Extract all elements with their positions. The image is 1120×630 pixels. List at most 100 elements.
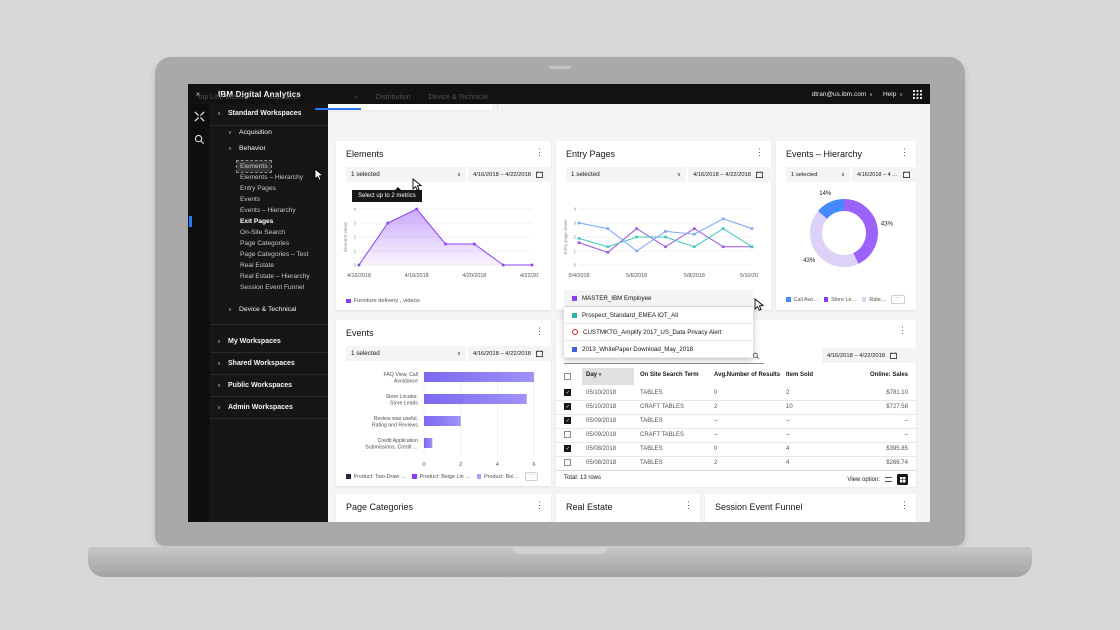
card-elements: Elements ⋮ 1 selected ∨ 4/16/2018 – 4/22/… xyxy=(336,141,566,310)
sidebar-item-session-event-funnel[interactable]: Session Event Funnel xyxy=(240,284,305,291)
date-range-picker[interactable]: 4/16/2018 – 4/22/2018 xyxy=(468,346,566,361)
chevron-up-icon[interactable]: ∧ xyxy=(228,146,233,152)
segment-option[interactable]: Prospect_Standard_EMEA IOT_All xyxy=(564,307,753,324)
chevron-up-icon[interactable]: ∧ xyxy=(217,111,222,117)
row-checkbox[interactable] xyxy=(564,417,571,424)
chevron-down-icon[interactable]: ∨ xyxy=(217,339,222,345)
card-entry-pages: Entry Pages ⋮ 1 selected ∨ 4/16/2018 – 4/… xyxy=(556,141,786,310)
chevron-down-icon[interactable]: ∨ xyxy=(228,307,233,313)
sidebar-item-exit-pages[interactable]: Exit Pages xyxy=(240,218,274,225)
metric-selector-dropdown[interactable]: 1 selected ∨ xyxy=(786,167,850,182)
chevron-down-icon[interactable]: ∨ xyxy=(217,383,222,389)
segment-option[interactable]: 2013_WhitePaper Download_May_2018 xyxy=(564,341,753,358)
table-row[interactable]: 05/08/2018 TABLES 2 4 $266.74 xyxy=(556,456,916,471)
svg-text:0: 0 xyxy=(573,263,576,268)
chevron-down-icon: ∨ xyxy=(676,171,681,178)
sidebar-item-real-estate[interactable]: Real Estate xyxy=(240,262,275,269)
help-menu[interactable]: Help ∨ xyxy=(882,90,903,98)
sidebar-section-admin-workspaces[interactable]: Admin Workspaces xyxy=(228,404,293,411)
calendar-icon xyxy=(536,350,544,357)
chevron-down-icon[interactable]: ∨ xyxy=(217,405,222,411)
sidebar-item-on-site-search[interactable]: On-Site Search xyxy=(240,229,286,236)
svg-text:4: 4 xyxy=(496,462,499,468)
overflow-menu-icon[interactable]: ⋮ xyxy=(535,147,544,157)
overflow-menu-icon[interactable]: ⋮ xyxy=(755,147,764,157)
laptop-camera xyxy=(549,66,571,69)
close-tab-icon[interactable]: × xyxy=(353,93,358,101)
svg-text:Element views: Element views xyxy=(343,221,348,251)
segment-option[interactable]: CUSTMKTG_Amplify 2017_US_Data Privacy Al… xyxy=(564,324,753,341)
column-header-term[interactable]: On Site Search Term xyxy=(640,372,699,378)
legend-overflow-button[interactable]: ⋯ xyxy=(891,295,905,304)
column-header-avg-results[interactable]: Avg.Number of Results xyxy=(714,372,781,378)
overflow-menu-icon[interactable]: ⋮ xyxy=(900,147,909,157)
sidebar-section-shared-workspaces[interactable]: Shared Workspaces xyxy=(228,360,295,367)
legend-item: Call Avo… xyxy=(786,297,819,303)
overflow-menu-icon[interactable]: ⋮ xyxy=(898,325,907,335)
sidebar-section-my-workspaces[interactable]: My Workspaces xyxy=(228,338,281,345)
sidebar-item-page-categories[interactable]: Page Categories xyxy=(240,240,290,247)
row-checkbox[interactable] xyxy=(564,459,571,466)
chevron-down-icon[interactable]: ∨ xyxy=(217,361,222,367)
metric-selector-dropdown[interactable]: 1 selected ∨ xyxy=(346,167,466,182)
table-footer: Total: 13 rows View option: xyxy=(556,470,916,487)
sidebar-item-events-hierarchy[interactable]: Events – Hierarchy xyxy=(240,207,296,214)
date-range-picker[interactable]: 4/16/2018 – 4 … xyxy=(852,167,924,182)
column-header-day[interactable]: Day ▾ xyxy=(586,372,602,378)
sidebar-section-standard-workspaces[interactable]: Standard Workspaces xyxy=(228,110,302,117)
metric-selector-dropdown[interactable]: 1 selected ∨ xyxy=(566,167,686,182)
overflow-menu-icon[interactable]: ⋮ xyxy=(684,500,693,510)
svg-text:FAQ View, Call: FAQ View, Call xyxy=(384,372,419,378)
sidebar-item-events[interactable]: Events xyxy=(240,196,261,203)
overflow-menu-icon[interactable]: ⋮ xyxy=(535,326,544,336)
sidebar-item-elements-hierarchy[interactable]: Elements – Hierarchy xyxy=(240,174,304,181)
row-checkbox[interactable] xyxy=(564,431,571,438)
app-switcher-icon[interactable] xyxy=(913,89,922,99)
chevron-down-icon: ∨ xyxy=(840,171,845,178)
sidebar-item-entry-pages[interactable]: Entry Pages xyxy=(240,185,276,192)
sidebar-group-device-technical[interactable]: Device & Technical xyxy=(239,306,297,313)
svg-text:3: 3 xyxy=(353,221,356,226)
segment-dropdown-trigger[interactable]: MASTER_IBM Employee xyxy=(564,290,753,307)
sidebar-group-acquisition[interactable]: Acquisition xyxy=(239,129,272,136)
grid-view-icon[interactable] xyxy=(897,474,908,485)
sidebar-item-elements[interactable]: Elements xyxy=(236,160,272,173)
column-header-item-sold[interactable]: Item Sold xyxy=(786,372,814,378)
row-checkbox[interactable] xyxy=(564,389,571,396)
tab-acquisition[interactable]: Acquisition xyxy=(265,93,300,101)
legend-swatch xyxy=(572,346,577,352)
chevron-down-icon[interactable]: ∨ xyxy=(228,130,233,136)
date-range-picker[interactable]: 4/16/2018 – 4/22/2018 xyxy=(688,167,786,182)
collapse-panel-icon[interactable] xyxy=(194,111,205,122)
svg-text:5/8/2018: 5/8/2018 xyxy=(684,273,705,279)
overflow-menu-icon[interactable]: ⋮ xyxy=(535,500,544,510)
column-header-online-sales[interactable]: Online: Sales xyxy=(869,372,908,378)
table-row[interactable]: 05/09/2018 CRAFT TABLES – – – xyxy=(556,428,916,443)
tab-distribution[interactable]: Distribution xyxy=(375,93,411,101)
sidebar-group-behavior[interactable]: Behavior xyxy=(239,145,266,152)
sidebar-section-public-workspaces[interactable]: Public Workspaces xyxy=(228,382,293,389)
list-view-icon[interactable] xyxy=(884,475,893,484)
legend-overflow-button[interactable]: ⋯ xyxy=(524,472,539,481)
row-checkbox[interactable] xyxy=(564,445,571,452)
user-menu[interactable]: dtran@us.ibm.com ∨ xyxy=(811,90,873,98)
close-app-icon[interactable]: × xyxy=(195,89,201,99)
row-checkbox[interactable] xyxy=(564,403,571,410)
sidebar-item-page-categories-test[interactable]: Page Categories – Test xyxy=(240,251,309,258)
svg-text:5/6/2018: 5/6/2018 xyxy=(626,273,647,279)
overflow-menu-icon[interactable]: ⋮ xyxy=(900,500,909,510)
date-range-picker[interactable]: 4/16/2018 – 4/22/2018 xyxy=(822,348,922,363)
calendar-icon xyxy=(756,171,764,178)
metric-selector-dropdown[interactable]: 1 selected ∨ xyxy=(346,346,466,361)
sidebar-item-real-estate-hierarchy[interactable]: Real Estate – Hierarchy xyxy=(240,273,310,280)
search-icon[interactable] xyxy=(194,134,205,145)
date-range-picker[interactable]: 4/16/2018 – 4/22/2018 xyxy=(468,167,566,182)
tab-behavior[interactable]: Behavior × xyxy=(309,84,367,110)
tab-device-technical[interactable]: Device & Technical xyxy=(428,93,488,101)
tab-top-line-metrics[interactable]: Top Line Metrics xyxy=(197,93,248,101)
select-all-checkbox[interactable] xyxy=(564,373,571,380)
